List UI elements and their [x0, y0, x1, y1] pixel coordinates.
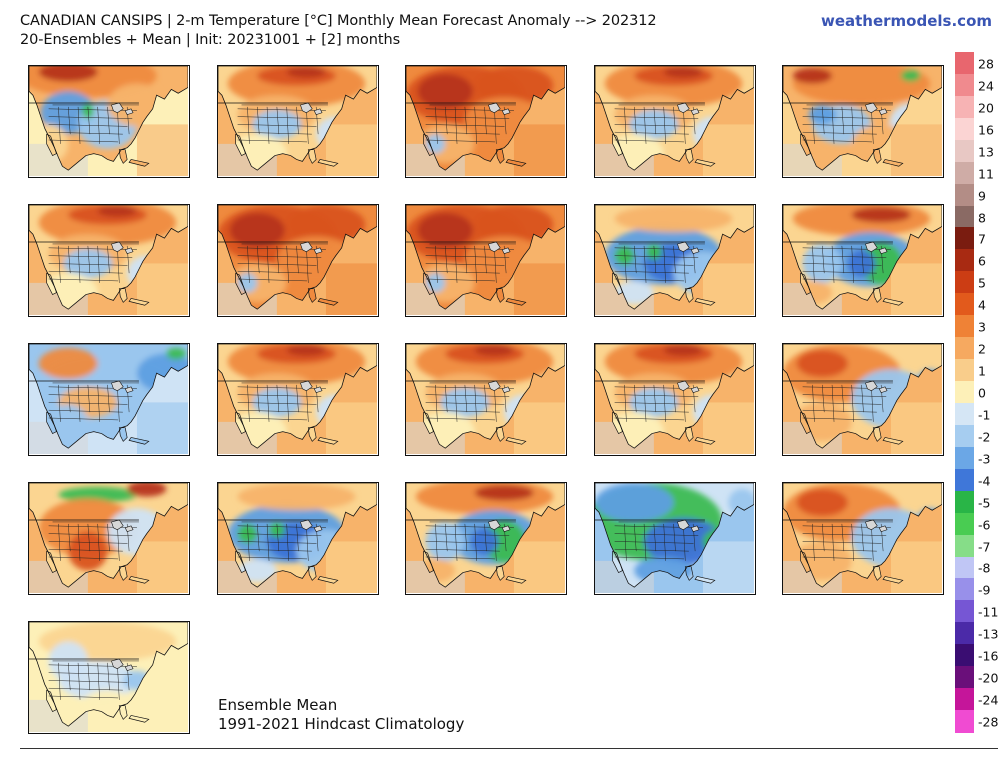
colorbar-swatch: [955, 117, 974, 141]
colorbar-swatch: [955, 359, 974, 382]
site-watermark[interactable]: weathermodels.com: [820, 12, 992, 30]
colorbar-tick-label: 6: [978, 253, 986, 269]
colorbar-tick-label: 7: [978, 231, 986, 247]
temperature-colorbar: [955, 52, 974, 733]
colorbar-swatch: [955, 446, 974, 470]
map-ensemble-9: [594, 204, 756, 317]
colorbar-swatch: [955, 644, 974, 667]
chart-title: CANADIAN CANSIPS | 2-m Temperature [°C] …: [20, 12, 657, 50]
colorbar-tick-label: 1: [978, 363, 986, 379]
colorbar-tick-label: 3: [978, 319, 986, 335]
colorbar-tick-label: -8: [978, 560, 991, 576]
colorbar-tick-label: 24: [978, 78, 994, 94]
colorbar-swatch: [955, 315, 974, 338]
colorbar-tick-label: -24: [978, 692, 999, 708]
colorbar-tick-label: -16: [978, 648, 999, 664]
colorbar-swatch: [955, 183, 974, 207]
colorbar-tick-label: -6: [978, 517, 991, 533]
colorbar-tick-label: -3: [978, 451, 991, 467]
mean-label-line-2: 1991-2021 Hindcast Climatology: [218, 715, 465, 733]
colorbar-swatch: [955, 381, 974, 404]
colorbar-swatch: [955, 512, 974, 536]
colorbar-swatch: [955, 249, 974, 272]
colorbar-tick-label: -1: [978, 407, 991, 423]
map-ensemble-12: [217, 343, 379, 456]
colorbar-swatch: [955, 424, 974, 448]
colorbar-swatch: [955, 534, 974, 558]
colorbar-tick-label: -7: [978, 539, 991, 555]
map-ensemble-16: [28, 482, 190, 595]
colorbar-swatch: [955, 271, 974, 294]
colorbar-swatch: [955, 578, 974, 601]
colorbar-swatch: [955, 710, 974, 733]
map-ensemble-20: [782, 482, 944, 595]
colorbar-swatch: [955, 52, 974, 75]
map-ensemble-19: [594, 482, 756, 595]
colorbar-tick-label: 4: [978, 297, 986, 313]
colorbar-swatch: [955, 666, 974, 689]
colorbar-tick-label: 28: [978, 56, 994, 72]
ensemble-mean-label: Ensemble Mean 1991-2021 Hindcast Climato…: [218, 696, 464, 734]
colorbar-tick-label: -28: [978, 714, 999, 730]
colorbar-swatch: [955, 600, 974, 623]
map-ensemble-10: [782, 204, 944, 317]
map-ensemble-18: [405, 482, 567, 595]
colorbar-swatch: [955, 468, 974, 492]
colorbar-tick-label: -9: [978, 582, 991, 598]
colorbar-swatch: [955, 622, 974, 645]
map-ensemble-14: [594, 343, 756, 456]
map-ensemble-15: [782, 343, 944, 456]
colorbar-tick-label: -5: [978, 495, 991, 511]
map-ensemble-8: [405, 204, 567, 317]
map-ensemble-5: [782, 65, 944, 178]
bottom-divider: [20, 748, 998, 749]
colorbar-swatch: [955, 402, 974, 426]
colorbar-tick-label: 13: [978, 144, 994, 160]
map-ensemble-2: [217, 65, 379, 178]
colorbar-swatch: [955, 227, 974, 250]
colorbar-tick-label: 11: [978, 166, 994, 182]
colorbar-tick-label: 20: [978, 100, 994, 116]
map-ensemble-1: [28, 65, 190, 178]
colorbar-swatch: [955, 688, 974, 711]
map-ensemble-13: [405, 343, 567, 456]
colorbar-tick-label: -13: [978, 626, 999, 642]
colorbar-tick-label: -11: [978, 604, 999, 620]
colorbar-tick-label: 5: [978, 275, 986, 291]
map-ensemble-mean: [28, 621, 190, 734]
colorbar-swatch: [955, 337, 974, 360]
title-line-2: 20-Ensembles + Mean | Init: 20231001 + […: [20, 32, 401, 48]
mean-label-line-1: Ensemble Mean: [218, 696, 338, 714]
colorbar-swatch: [955, 490, 974, 514]
colorbar-tick-label: 9: [978, 188, 986, 204]
title-line-1: CANADIAN CANSIPS | 2-m Temperature [°C] …: [20, 13, 657, 29]
colorbar-swatch: [955, 293, 974, 316]
map-ensemble-17: [217, 482, 379, 595]
colorbar-tick-label: 16: [978, 122, 994, 138]
colorbar-swatch: [955, 95, 974, 119]
colorbar-tick-label: -2: [978, 429, 991, 445]
colorbar-tick-label: -20: [978, 670, 999, 686]
colorbar-swatch: [955, 161, 974, 185]
colorbar-tick-label: 2: [978, 341, 986, 357]
colorbar-swatch: [955, 139, 974, 163]
map-ensemble-6: [28, 204, 190, 317]
map-ensemble-7: [217, 204, 379, 317]
map-ensemble-4: [594, 65, 756, 178]
colorbar-tick-label: -4: [978, 473, 991, 489]
colorbar-swatch: [955, 205, 974, 229]
colorbar-tick-label: 8: [978, 210, 986, 226]
colorbar-tick-label: 0: [978, 385, 986, 401]
map-ensemble-11: [28, 343, 190, 456]
colorbar-swatch: [955, 73, 974, 97]
map-ensemble-3: [405, 65, 567, 178]
colorbar-swatch: [955, 556, 974, 580]
